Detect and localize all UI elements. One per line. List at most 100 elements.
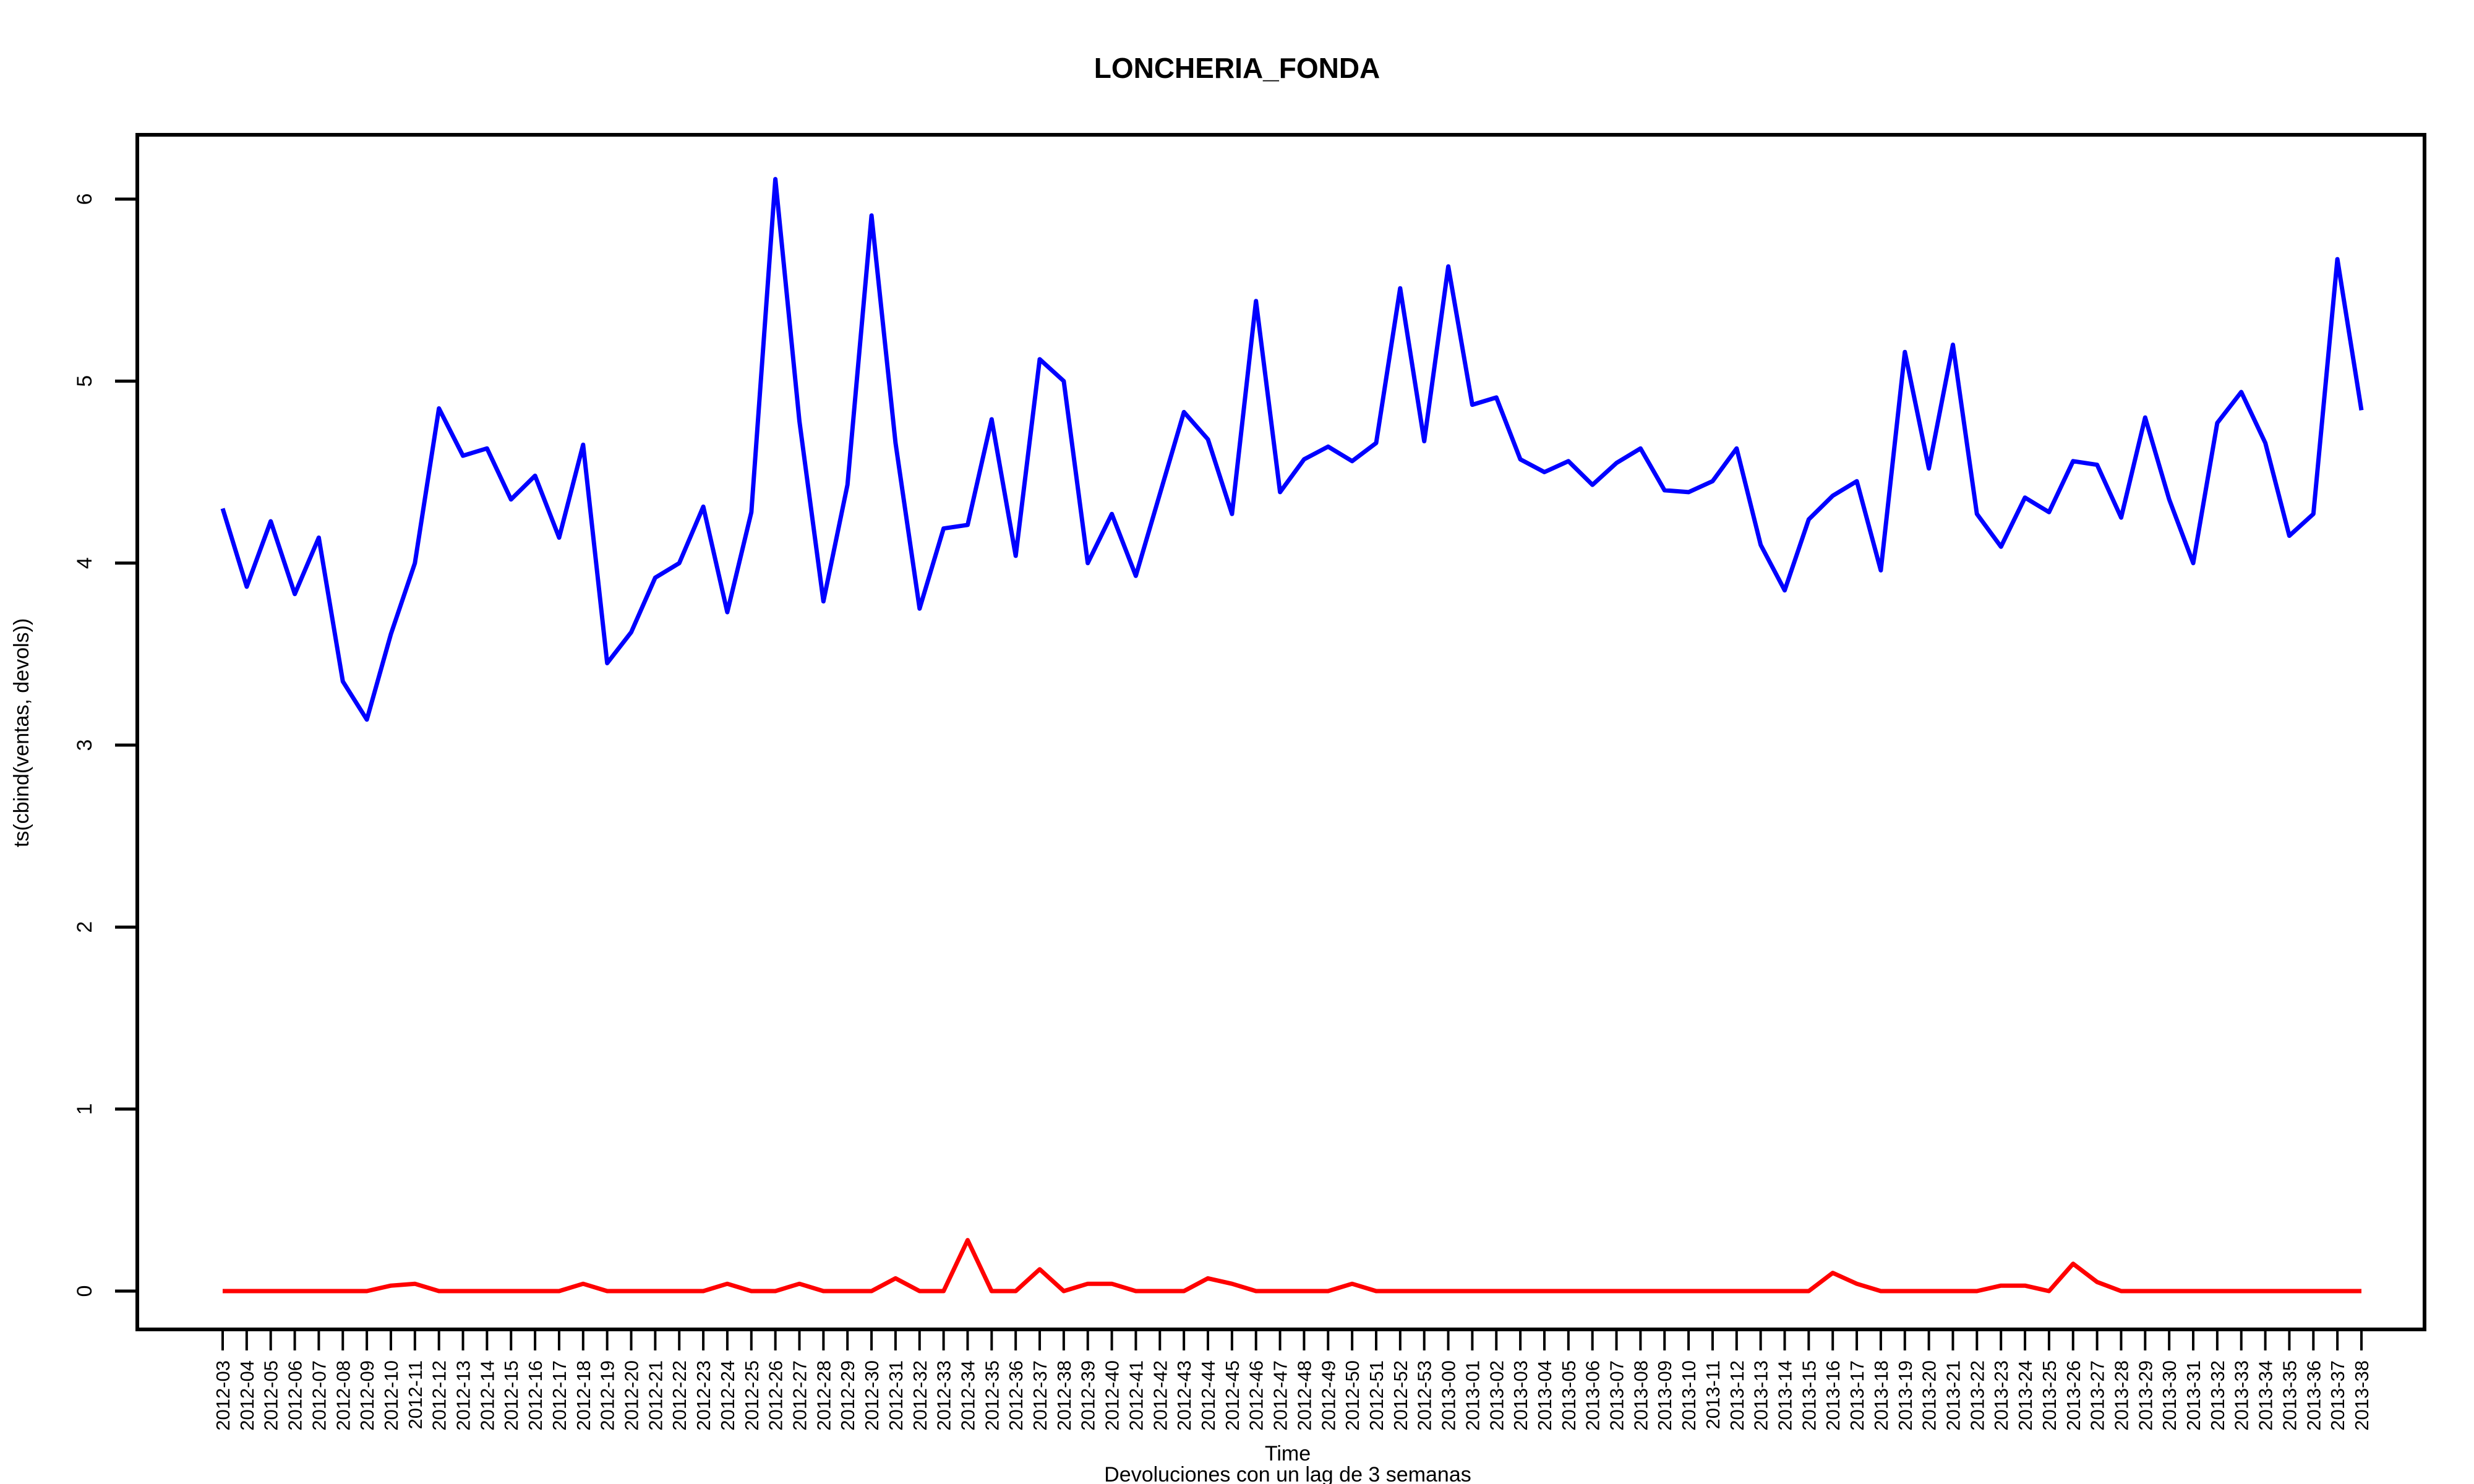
x-tick-label: 2013-02 xyxy=(1486,1360,1507,1431)
x-tick-label: 2013-19 xyxy=(1894,1360,1916,1431)
x-tick-label: 2013-12 xyxy=(1726,1360,1748,1431)
x-tick-label: 2012-30 xyxy=(861,1360,883,1431)
x-tick-label: 2012-17 xyxy=(549,1360,570,1431)
x-tick-label: 2013-01 xyxy=(1462,1360,1483,1431)
x-tick-label: 2012-38 xyxy=(1053,1360,1075,1431)
x-tick-label: 2013-07 xyxy=(1606,1360,1628,1431)
x-tick-label: 2012-41 xyxy=(1125,1360,1147,1431)
series-group xyxy=(220,177,2364,1294)
x-tick-label: 2013-06 xyxy=(1582,1360,1604,1431)
x-tick-label: 2012-37 xyxy=(1029,1360,1051,1431)
plot-frame xyxy=(135,133,2426,1331)
x-tick-label: 2012-45 xyxy=(1222,1360,1243,1431)
x-tick-label: 2013-15 xyxy=(1798,1360,1820,1431)
x-tick-label: 2012-31 xyxy=(885,1360,907,1431)
x-tick-label: 2013-00 xyxy=(1438,1360,1460,1431)
y-tick-label: 1 xyxy=(73,1103,96,1115)
x-axis: 2012-03 2012-04 2012-05 2012-06 2012-07 2012-… xyxy=(212,1328,2373,1431)
x-tick-label: 2012-13 xyxy=(453,1360,474,1431)
x-tick-label: 2013-04 xyxy=(1534,1360,1556,1431)
x-tick-label: 2012-07 xyxy=(308,1360,330,1431)
x-tick-label: 2012-46 xyxy=(1246,1360,1267,1431)
x-tick-label: 2012-05 xyxy=(260,1360,282,1431)
x-tick-label: 2012-22 xyxy=(669,1360,690,1431)
x-tick-label: 2012-16 xyxy=(524,1360,546,1431)
x-tick-label: 2012-10 xyxy=(380,1360,402,1431)
x-tick-label: 2012-43 xyxy=(1173,1360,1195,1431)
x-tick-label: 2013-33 xyxy=(2231,1360,2253,1431)
y-tick-label: 6 xyxy=(73,194,96,205)
x-tick-label: 2012-06 xyxy=(285,1360,306,1431)
x-tick-label: 2013-35 xyxy=(2279,1360,2300,1431)
x-tick-label: 2012-34 xyxy=(957,1360,978,1431)
x-tick-label: 2012-24 xyxy=(717,1360,738,1431)
x-tick-label: 2012-09 xyxy=(356,1360,378,1431)
x-tick-label: 2012-11 xyxy=(404,1360,426,1429)
x-tick-label: 2013-14 xyxy=(1774,1360,1796,1431)
y-tick-label: 2 xyxy=(73,921,96,933)
x-tick-label: 2012-39 xyxy=(1077,1360,1099,1431)
x-tick-label: 2013-23 xyxy=(1990,1360,2012,1431)
x-tick-label: 2012-51 xyxy=(1366,1360,1387,1431)
x-tick-label: 2013-25 xyxy=(2039,1360,2060,1431)
x-tick-label: 2012-33 xyxy=(933,1360,955,1431)
x-tick-label: 2013-29 xyxy=(2134,1360,2156,1431)
y-axis-label: ts(cbind(ventas, devols)) xyxy=(10,618,33,847)
x-tick-label: 2012-15 xyxy=(500,1360,522,1431)
x-tick-label: 2013-08 xyxy=(1630,1360,1651,1431)
x-tick-label: 2012-12 xyxy=(429,1360,450,1431)
x-tick-label: 2012-44 xyxy=(1197,1360,1219,1431)
x-tick-label: 2013-10 xyxy=(1678,1360,1700,1431)
x-tick-label: 2012-14 xyxy=(476,1360,498,1431)
x-tick-label: 2012-28 xyxy=(813,1360,834,1431)
x-tick-label: 2013-38 xyxy=(2351,1360,2373,1431)
x-tick-label: 2013-31 xyxy=(2183,1360,2204,1431)
x-tick-label: 2012-25 xyxy=(741,1360,763,1431)
x-tick-label: 2012-20 xyxy=(621,1360,643,1431)
x-tick-label: 2013-13 xyxy=(1750,1360,1772,1431)
x-tick-label: 2013-36 xyxy=(2303,1360,2324,1431)
x-tick-label: 2013-16 xyxy=(1822,1360,1844,1431)
x-tick-label: 2012-50 xyxy=(1342,1360,1363,1431)
x-tick-label: 2013-22 xyxy=(1966,1360,1988,1431)
x-tick-label: 2012-26 xyxy=(765,1360,787,1431)
x-tick-label: 2013-03 xyxy=(1510,1360,1531,1431)
x-tick-label: 2012-04 xyxy=(236,1360,258,1431)
x-tick-label: 2013-24 xyxy=(2014,1360,2036,1431)
x-tick-label: 2013-18 xyxy=(1870,1360,1892,1431)
x-tick-label: 2013-27 xyxy=(2087,1360,2108,1431)
x-tick-label: 2013-09 xyxy=(1654,1360,1676,1431)
series-line-2 xyxy=(223,1238,2361,1294)
x-tick-label: 2013-11 xyxy=(1702,1360,1724,1429)
x-tick-label: 2013-34 xyxy=(2255,1360,2277,1431)
x-tick-label: 2012-36 xyxy=(1005,1360,1027,1431)
x-tick-label: 2013-26 xyxy=(2063,1360,2084,1431)
x-tick-label: 2012-42 xyxy=(1149,1360,1171,1431)
x-tick-label: 2012-49 xyxy=(1317,1360,1339,1431)
x-tick-label: 2012-40 xyxy=(1102,1360,1123,1431)
x-tick-label: 2012-18 xyxy=(573,1360,594,1431)
x-tick-label: 2012-47 xyxy=(1270,1360,1291,1431)
x-tick-label: 2013-28 xyxy=(2110,1360,2132,1431)
x-tick-label: 2013-21 xyxy=(1942,1360,1964,1431)
x-tick-label: 2013-17 xyxy=(1846,1360,1868,1431)
y-tick-label: 3 xyxy=(73,740,96,751)
x-tick-label: 2013-20 xyxy=(1919,1360,1940,1431)
y-tick-label: 4 xyxy=(73,557,96,569)
y-axis: 0 1 2 3 4 5 6 xyxy=(73,194,139,1297)
x-tick-label: 2013-32 xyxy=(2207,1360,2228,1431)
y-tick-label: 5 xyxy=(73,375,96,387)
x-tick-label: 2013-05 xyxy=(1558,1360,1580,1431)
x-tick-label: 2012-19 xyxy=(597,1360,618,1431)
x-tick-label: 2012-27 xyxy=(789,1360,810,1431)
x-tick-label: 2012-48 xyxy=(1293,1360,1315,1431)
x-tick-label: 2012-21 xyxy=(644,1360,666,1431)
series-line-1 xyxy=(220,177,2364,722)
x-tick-label: 2013-30 xyxy=(2159,1360,2180,1431)
x-axis-label: Time xyxy=(1265,1442,1311,1465)
chart-title: LONCHERIA_FONDA xyxy=(1094,52,1380,84)
x-tick-label: 2012-23 xyxy=(693,1360,714,1431)
x-tick-label: 2012-35 xyxy=(981,1360,1003,1431)
x-tick-label: 2012-52 xyxy=(1390,1360,1411,1431)
